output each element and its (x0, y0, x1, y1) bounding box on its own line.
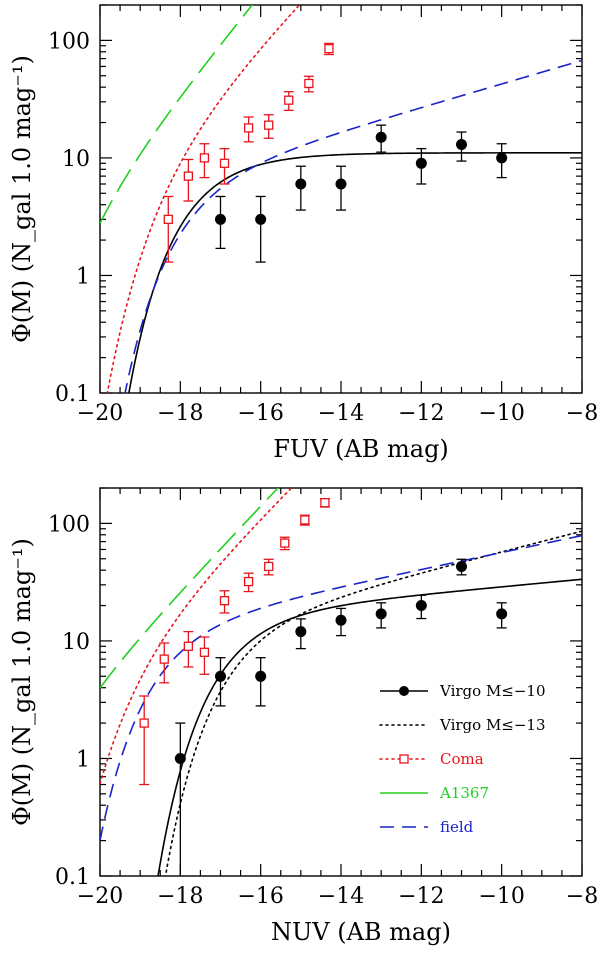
data-point (215, 213, 226, 225)
data-point (304, 78, 314, 89)
data-point (264, 561, 274, 572)
model-curves (100, 488, 582, 876)
points-coma (163, 42, 334, 263)
data-point (219, 158, 230, 168)
data-point (375, 608, 387, 620)
points-virgo-m-10 (215, 124, 508, 263)
model-curves (100, 5, 582, 393)
y-tick-label: 0.1 (55, 865, 90, 890)
data-point (295, 626, 307, 638)
legend-label: Virgo M≤−10 (439, 682, 546, 700)
points-virgo-m-10 (174, 558, 508, 876)
nuv-panel: −20 −18 −16 −14 −12 −10 −8 0.1 1 10 100 NUV (AB mag… (8, 487, 598, 946)
points-coma (139, 498, 330, 786)
legend-marker (399, 686, 409, 696)
curve-coma (100, 488, 293, 785)
data-point (335, 178, 347, 190)
legend-label: Coma (440, 750, 484, 768)
x-tick-label: −16 (237, 884, 283, 909)
x-tick-label: −12 (398, 401, 444, 426)
data-point (243, 576, 254, 587)
data-point (183, 641, 194, 651)
legend-label: Virgo M≤−13 (439, 716, 546, 734)
data-point (219, 596, 230, 606)
y-axis-title: Φ(M) (N_gal 1.0 mag⁻¹) (8, 55, 36, 343)
x-tick-label: −18 (157, 884, 203, 909)
data-point (375, 131, 387, 143)
y-axis-title: Φ(M) (N_gal 1.0 mag⁻¹) (8, 538, 36, 826)
x-tick-label: −10 (478, 884, 524, 909)
y-tick-label: 100 (48, 512, 90, 537)
curve-virgo-m-10 (157, 578, 582, 876)
data-point (163, 214, 173, 225)
data-point (456, 139, 467, 151)
data-point (295, 178, 307, 190)
x-tick-label: −8 (566, 884, 598, 909)
data-point (199, 153, 210, 163)
data-point (415, 157, 427, 169)
data-point (456, 560, 467, 572)
y-tick-label: 1 (76, 264, 90, 289)
data-point (496, 152, 508, 164)
data-point (335, 614, 347, 626)
data-point (183, 171, 194, 181)
data-point (139, 718, 149, 728)
legend-label: field (440, 818, 474, 836)
x-tick-label: −8 (566, 401, 598, 426)
legend: Virgo M≤−10 Virgo M≤−13 Coma A1367 field (379, 682, 546, 836)
y-tick-label: 0.1 (55, 382, 90, 407)
curve-coma (106, 5, 301, 393)
data-point (300, 515, 310, 525)
x-tick-label: −16 (237, 401, 283, 426)
data-point (199, 647, 210, 657)
data-point (415, 600, 427, 612)
x-tick-label: −10 (478, 401, 524, 426)
y-tick-label: 10 (62, 147, 90, 172)
data-point (320, 498, 330, 508)
y-tick-label: 100 (48, 29, 90, 54)
x-tick-label: −12 (398, 884, 444, 909)
curve-a1367 (100, 488, 280, 689)
legend-marker (399, 754, 409, 764)
curve-field (124, 59, 582, 393)
data-point (243, 123, 254, 133)
curve-virgo-m-10 (128, 152, 582, 393)
data-point (159, 654, 169, 664)
curve-field (100, 534, 582, 841)
x-tick-label: −20 (77, 884, 123, 909)
data-point (174, 752, 186, 764)
curve-a1367 (100, 5, 254, 224)
curve-virgo-m-13 (164, 530, 582, 876)
data-point (284, 95, 294, 105)
data-point (496, 608, 508, 620)
data-point (255, 670, 267, 682)
x-tick-label: −14 (318, 401, 364, 426)
data-point (264, 120, 274, 130)
x-tick-label: −20 (77, 401, 123, 426)
x-axis-title: NUV (AB mag) (271, 918, 451, 946)
x-axis-title: FUV (AB mag) (273, 435, 449, 463)
data-point (215, 670, 226, 682)
y-tick-label: 1 (76, 747, 90, 772)
x-tick-label: −14 (318, 884, 364, 909)
legend-label: A1367 (439, 784, 489, 802)
y-tick-label: 10 (62, 630, 90, 655)
data-point (280, 538, 290, 548)
x-tick-label: −18 (157, 401, 203, 426)
data-point (255, 213, 267, 225)
fuv-panel: −20 −18 −16 −14 −12 −10 −8 0.1 1 10 100 FUV (AB mag… (8, 4, 598, 463)
data-point (324, 44, 334, 54)
